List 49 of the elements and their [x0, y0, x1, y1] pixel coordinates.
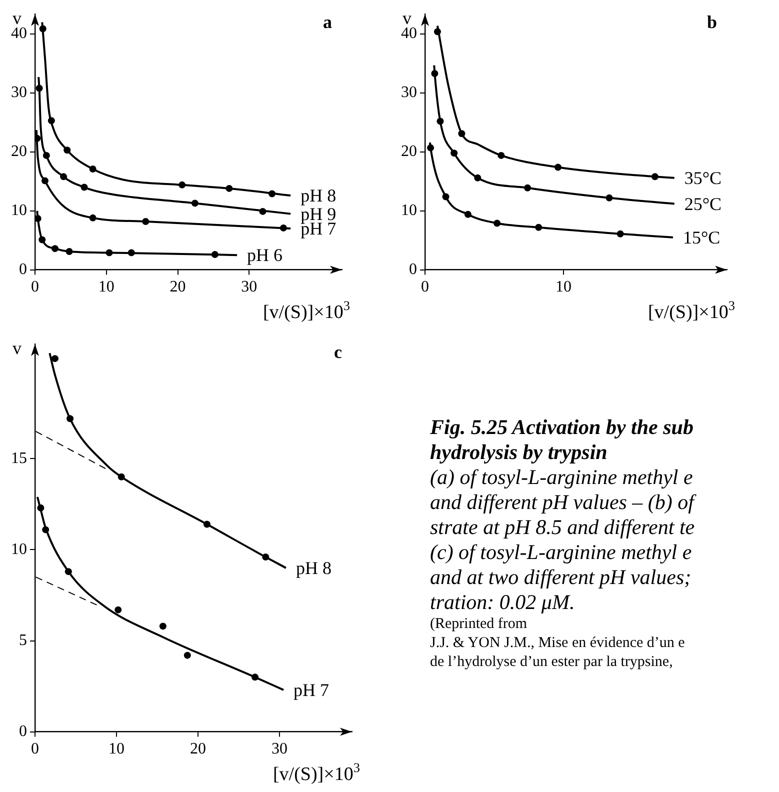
- point: [159, 622, 166, 630]
- y-tick-label: 40: [11, 25, 27, 42]
- series-label: pH 6: [247, 245, 283, 266]
- line-series: [41, 21, 292, 197]
- y-tick-label: 10: [11, 540, 27, 558]
- x-tick-label: 0: [421, 278, 429, 296]
- x-tick-label: 20: [170, 278, 186, 296]
- x-tick-label: 20: [190, 740, 206, 758]
- x-tick-label: 10: [108, 740, 124, 758]
- y-tick-label: 20: [11, 143, 27, 160]
- series-label: pH 8: [296, 558, 332, 578]
- y-tick-label: 15: [11, 450, 27, 467]
- series-label: pH 8: [300, 186, 336, 206]
- text: (a) of tosyl-L-arginine methyl e and different pH values – (b) of strate at pH 8.5 and different te (c) of tosyl-L-arginine methyl e and at two different pH values; tration: 0.02 μM.: [430, 465, 698, 615]
- x-tick-label: 0: [31, 278, 39, 296]
- x-tick-label: 30: [271, 740, 288, 758]
- y-tick-label: 5: [19, 632, 27, 649]
- point: [51, 355, 58, 362]
- y-axis-title: v: [402, 8, 412, 28]
- series-label: 15°C: [682, 227, 720, 248]
- x-tick-label: 10: [98, 278, 114, 296]
- y-axis-title: v: [12, 8, 22, 28]
- series-label: 25°C: [684, 194, 722, 214]
- line-series: [436, 24, 676, 179]
- y-tick-label: 20: [401, 143, 417, 160]
- chart-title: b: [706, 12, 717, 32]
- series-label: pH 7: [294, 680, 330, 700]
- y-tick-label: 0: [19, 261, 27, 278]
- x-tick-label: 30: [241, 278, 258, 296]
- y-tick-label: 0: [409, 261, 417, 278]
- y-tick-label: 0: [19, 723, 27, 740]
- point: [184, 652, 191, 659]
- y-tick-label: 30: [11, 84, 27, 102]
- text: J.J. & YON J.M., Mise en évidence d’un e: [430, 634, 686, 653]
- y-tick-label: 40: [401, 25, 417, 42]
- chart-title: c: [334, 342, 342, 362]
- y-tick-label: 10: [11, 202, 27, 220]
- text: de l’hydrolyse d’un ester par la trypsine,: [430, 653, 674, 672]
- x-tick-label: 0: [31, 740, 39, 758]
- text: Fig. 5.25 Activation by the sub hydrolysis by trypsin: [430, 415, 694, 465]
- y-tick-label: 10: [401, 202, 417, 220]
- y-axis-title: v: [12, 338, 22, 358]
- point: [114, 606, 122, 614]
- text: (Reprinted from: [430, 615, 528, 634]
- chart-title: a: [323, 12, 332, 32]
- y-tick-label: 30: [401, 84, 417, 102]
- line-series: [48, 352, 287, 569]
- x-tick-label: 10: [556, 278, 572, 296]
- series-label: 35°C: [684, 168, 722, 188]
